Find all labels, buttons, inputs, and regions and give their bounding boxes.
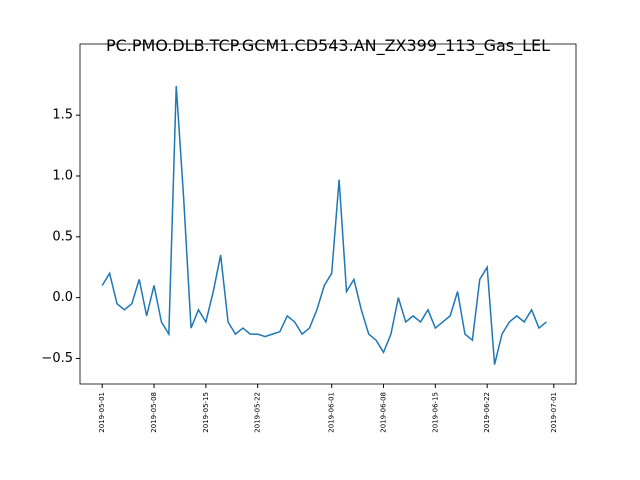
data-line bbox=[101, 85, 547, 365]
x-tick-label: 2019-06-15 bbox=[431, 392, 439, 433]
x-tick-label: 2019-06-01 bbox=[328, 392, 336, 433]
x-tick-label: 2019-05-01 bbox=[98, 392, 106, 433]
y-tick-label: 1.5 bbox=[52, 108, 73, 123]
plot-frame bbox=[79, 43, 577, 385]
y-tick-label: 0.5 bbox=[52, 229, 73, 244]
y-tick-label: 1.0 bbox=[52, 168, 73, 183]
x-tick-label: 2019-06-22 bbox=[483, 392, 491, 433]
chart-title: PC.PMO.DLB.TCP.GCM1.CD543.AN_ZX399_113_G… bbox=[106, 36, 550, 56]
x-tick-label: 2019-05-15 bbox=[202, 392, 210, 433]
y-tick-label: 0.0 bbox=[52, 290, 73, 305]
x-tick-label: 2019-06-08 bbox=[380, 392, 388, 433]
x-tick-label: 2019-05-22 bbox=[254, 392, 262, 433]
y-tick-label: −0.5 bbox=[41, 351, 73, 366]
x-tick-label: 2019-07-01 bbox=[550, 392, 558, 433]
x-tick-label: 2019-05-08 bbox=[150, 392, 158, 433]
